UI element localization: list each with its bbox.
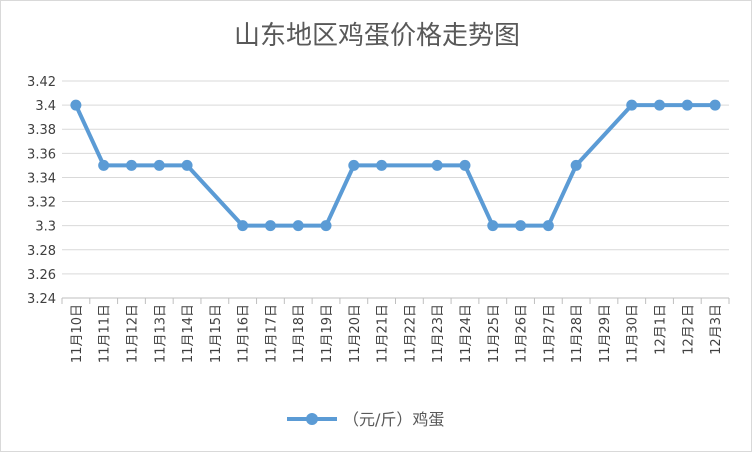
x-tick-label: 11月19日: [320, 304, 335, 363]
x-tick-label: 11月20日: [348, 304, 363, 363]
x-tick-label: 11月13日: [153, 304, 168, 363]
y-tick-label: 3.26: [27, 268, 56, 283]
data-point: [709, 99, 721, 111]
data-point: [542, 220, 554, 232]
data-point: [98, 159, 110, 171]
y-tick-label: 3.32: [27, 196, 56, 211]
y-tick-label: 3.28: [27, 244, 56, 259]
data-point: [487, 220, 499, 232]
legend-marker-swatch: [306, 413, 318, 425]
x-tick-label: 12月1日: [654, 304, 669, 355]
data-point: [681, 99, 693, 111]
x-axis-ticks: 11月10日 11月11日 11月12日 11月13日 11月14日 11月15日 11月1…: [70, 304, 724, 363]
data-point: [570, 159, 582, 171]
x-tick-label: 11月23日: [431, 304, 446, 363]
x-tick-label: 11月14日: [181, 304, 196, 363]
y-axis-ticks: 3.24 3.26 3.28 3.3 3.32 3.34 3.36 3.38 3.4 3.42: [27, 75, 56, 307]
x-tick-label: 11月12日: [125, 304, 140, 363]
x-tick-label: 11月25日: [487, 304, 502, 363]
x-tick-label: 11月29日: [598, 304, 613, 363]
x-tick-label: 11月11日: [98, 304, 113, 363]
y-tick-label: 3.38: [27, 123, 56, 138]
data-point: [376, 159, 388, 171]
data-point: [320, 220, 332, 232]
chart-title: 山东地区鸡蛋价格走势图: [234, 21, 520, 51]
data-point: [181, 159, 193, 171]
y-tick-label: 3.24: [27, 292, 56, 307]
x-tick-label: 11月16日: [237, 304, 252, 363]
data-point: [431, 159, 443, 171]
x-tick-label: 11月24日: [459, 304, 474, 363]
data-point: [292, 220, 304, 232]
data-point: [459, 159, 471, 171]
x-tick-label: 11月27日: [542, 304, 557, 363]
y-tick-label: 3.3: [35, 220, 56, 235]
x-tick-label: 11月21日: [376, 304, 391, 363]
series-line: [70, 99, 721, 232]
series-polyline: [74, 103, 716, 228]
data-point: [153, 159, 165, 171]
y-tick-label: 3.42: [27, 75, 56, 90]
data-point: [626, 99, 638, 111]
data-point: [237, 220, 249, 232]
x-tick-label: 11月30日: [626, 304, 641, 363]
x-tick-label: 11月15日: [209, 304, 224, 363]
data-point: [654, 99, 666, 111]
legend-label: （元/斤）鸡蛋: [343, 410, 444, 429]
y-tick-label: 3.34: [27, 171, 56, 186]
x-tick-label: 11月22日: [403, 304, 418, 363]
x-tick-label: 11月26日: [515, 304, 530, 363]
x-tick-label: 11月18日: [292, 304, 307, 363]
data-point: [348, 159, 360, 171]
x-axis: [61, 297, 730, 304]
grid-lines: [62, 80, 729, 275]
x-tick-label: 11月17日: [264, 304, 279, 363]
y-tick-label: 3.4: [35, 99, 56, 114]
data-point: [70, 99, 82, 111]
x-tick-label: 11月28日: [570, 304, 585, 363]
x-tick-label: 12月2日: [681, 304, 696, 355]
data-point: [125, 159, 137, 171]
y-tick-label: 3.36: [27, 147, 56, 162]
data-point: [515, 220, 527, 232]
x-tick-label: 11月10日: [70, 304, 85, 363]
legend: （元/斤）鸡蛋: [287, 410, 444, 429]
x-tick-label: 12月3日: [709, 304, 724, 355]
data-point: [264, 220, 276, 232]
